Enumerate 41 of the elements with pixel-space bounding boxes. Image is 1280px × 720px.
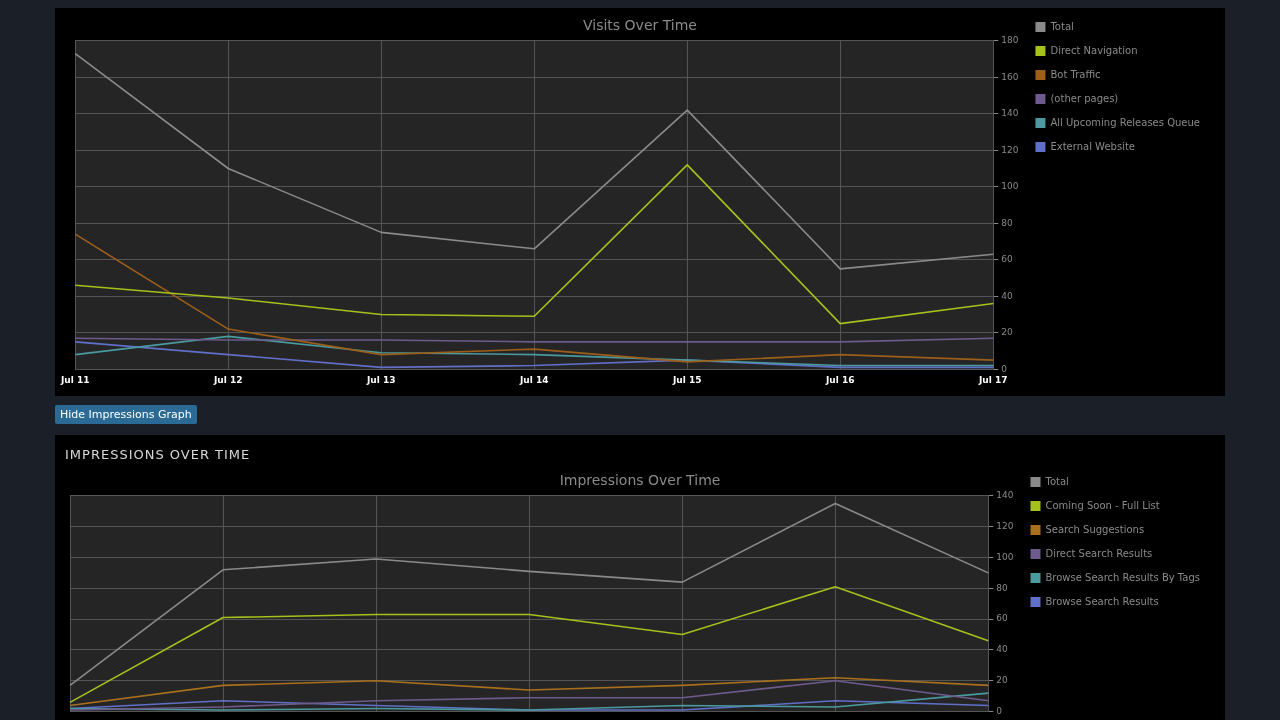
legend-label: Direct Navigation: [1050, 44, 1138, 56]
y-tick-label: 0: [996, 705, 1003, 716]
legend-label: Search Suggestions: [1045, 523, 1145, 535]
y-tick-label: 20: [1001, 327, 1013, 338]
y-tick-label: 0: [1001, 363, 1008, 374]
x-tick-label: Jul 15: [672, 374, 702, 385]
y-tick-label: 60: [1001, 254, 1013, 265]
legend-label: All Upcoming Releases Queue: [1050, 116, 1201, 128]
y-tick-label: 140: [996, 490, 1014, 501]
y-tick-label: 120: [1001, 144, 1019, 155]
legend-label: Bot Traffic: [1050, 68, 1101, 80]
legend-label: Browse Search Results By Tags: [1045, 571, 1201, 583]
legend-label: Total: [1049, 20, 1074, 32]
y-tick-label: 120: [996, 520, 1014, 531]
y-tick-label: 20: [996, 675, 1009, 686]
x-tick-label: Jul 14: [519, 374, 549, 385]
chart-subtitle: IMPRESSIONS OVER TIME: [65, 447, 251, 462]
y-tick-label: 80: [996, 582, 1009, 593]
y-tick-label: 100: [996, 551, 1014, 562]
y-tick-label: 180: [1001, 35, 1019, 46]
y-tick-label: 160: [1001, 71, 1019, 82]
chart-title: Impressions Over Time: [559, 472, 721, 489]
x-tick-label: Jul 11: [60, 374, 90, 385]
legend-label: External Website: [1050, 140, 1135, 152]
y-tick-label: 60: [996, 613, 1009, 624]
y-tick-label: 100: [1001, 181, 1019, 192]
legend-label: Total: [1044, 475, 1069, 487]
x-tick-label: Jul 12: [213, 374, 243, 385]
x-tick-label: Jul 16: [825, 374, 855, 385]
y-tick-label: 140: [1001, 108, 1019, 119]
chart-title: Visits Over Time: [583, 17, 697, 34]
y-tick-label: 80: [1001, 217, 1013, 228]
legend-label: Direct Search Results: [1045, 547, 1153, 559]
y-tick-label: 40: [1001, 290, 1013, 301]
hide-button[interactable]: Hide Impressions Graph: [55, 405, 197, 424]
y-tick-label: 40: [996, 644, 1009, 655]
x-tick-label: Jul 17: [978, 374, 1008, 385]
legend-label: Browse Search Results: [1045, 595, 1159, 607]
legend-label: Coming Soon - Full List: [1045, 499, 1160, 511]
legend-label: (other pages): [1050, 92, 1119, 104]
x-tick-label: Jul 13: [366, 374, 396, 385]
